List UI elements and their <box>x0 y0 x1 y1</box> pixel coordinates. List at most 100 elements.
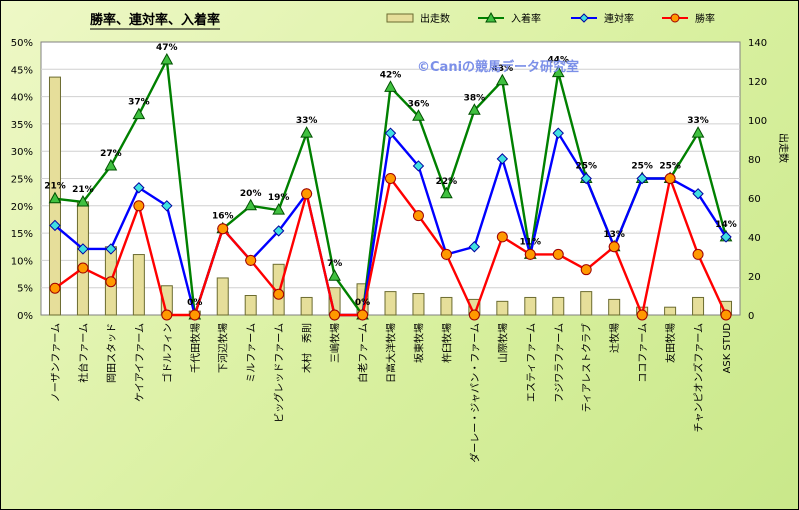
data-label-nyuchaku: 38% <box>464 93 486 103</box>
nyuchaku-point <box>76 194 90 207</box>
shoritsu-point <box>217 223 229 235</box>
data-label-nyuchaku: 27% <box>100 149 122 159</box>
rentai-point <box>412 160 425 172</box>
legend: 出走数 入着率 連対率 勝率 <box>386 11 715 25</box>
nyuchaku-point <box>272 203 286 215</box>
shoritsu-point <box>49 282 61 294</box>
category-label: 辻牧場 <box>608 323 621 353</box>
nyuchaku-point <box>495 73 509 86</box>
data-label-nyuchaku: 25% <box>659 162 681 172</box>
bar-starts <box>524 296 537 316</box>
data-label-nyuchaku: 20% <box>240 189 262 199</box>
nyuchaku-point <box>300 126 313 138</box>
rentai-point <box>49 219 61 232</box>
gridlines <box>41 68 740 289</box>
shoritsu-point <box>692 248 704 260</box>
y-tick-label: 20% <box>11 202 33 213</box>
bar-starts <box>664 306 677 316</box>
rentai-point <box>692 188 704 200</box>
bar-starts <box>580 291 593 316</box>
data-label-nyuchaku: 19% <box>268 193 290 203</box>
shoritsu-point <box>468 309 480 321</box>
category-label: 千代田牧場 <box>189 323 202 373</box>
category-label: ココファーム <box>637 323 649 383</box>
nyuchaku-point <box>160 52 174 65</box>
category-label: ミルファーム <box>246 323 258 383</box>
rentai-point <box>636 172 648 185</box>
nyuchaku-point <box>468 103 481 115</box>
rentai-point <box>272 225 285 237</box>
data-label-nyuchaku: 14% <box>715 220 737 230</box>
rentai-point <box>496 153 509 165</box>
data-label-nyuchaku: 33% <box>296 116 318 126</box>
category-label: ゴドルフィン <box>161 323 174 383</box>
data-label-nyuchaku: 7% <box>327 259 342 269</box>
legend-label-rentai: 連対率 <box>604 12 634 25</box>
shoritsu-point <box>412 210 424 222</box>
bar-starts <box>244 295 257 316</box>
shoritsu-point <box>357 309 369 321</box>
data-label-nyuchaku: 0% <box>187 298 202 308</box>
data-label-nyuchaku: 25% <box>631 162 653 172</box>
shoritsu-point <box>552 248 564 260</box>
category-label: 日高大洋牧場 <box>385 323 398 383</box>
y2-tick-label: 120 <box>748 77 767 88</box>
category-label: ダーレー・ジャパン・ファーム <box>468 323 481 463</box>
y2-tick-label: 60 <box>748 194 761 205</box>
legend-marker-nyuchaku <box>485 11 497 23</box>
chart-title: 勝率、連対率、入着率 <box>90 12 220 28</box>
data-label-nyuchaku: 25% <box>575 162 597 172</box>
data-label-nyuchaku: 33% <box>687 116 709 126</box>
data-label-nyuchaku: 42% <box>380 70 402 80</box>
bar-starts <box>496 300 509 316</box>
legend-marker-rentai <box>579 13 589 23</box>
shoritsu-point <box>189 309 201 321</box>
rentai-point <box>77 243 89 255</box>
rentai-point <box>133 182 145 194</box>
rentai-point <box>384 127 397 139</box>
nyuchaku-point <box>48 191 62 204</box>
category-label: 木村 秀則 <box>301 323 314 373</box>
rentai-point <box>580 172 592 185</box>
category-label: 三嶋牧場 <box>329 323 342 363</box>
shoritsu-point <box>720 309 732 321</box>
shoritsu-point <box>273 288 285 300</box>
category-label: エスティファーム <box>525 323 537 402</box>
category-label: 白老ファーム <box>357 323 370 383</box>
category-label: ノーザンファーム <box>50 323 62 402</box>
category-label: 杵臼牧場 <box>440 323 453 363</box>
category-label: 山際牧場 <box>496 323 509 363</box>
category-label: 坂東牧場 <box>412 323 425 363</box>
category-label: ティアレストクラブ <box>580 323 593 412</box>
bar-starts <box>300 296 313 316</box>
data-label-nyuchaku: 0% <box>355 298 370 308</box>
legend-swatch-starts <box>386 13 414 23</box>
y-tick-label: 25% <box>11 175 33 186</box>
y-tick-label: 15% <box>11 229 33 240</box>
y2-tick-label: 40 <box>748 233 761 244</box>
legend-marker-shoritsu <box>670 13 680 23</box>
data-label-nyuchaku: 13% <box>603 230 625 240</box>
nyuchaku-point <box>328 269 341 281</box>
shoritsu-point <box>580 264 592 276</box>
data-label-nyuchaku: 47% <box>156 43 178 53</box>
y2-tick-label: 80 <box>748 155 761 166</box>
bar-starts <box>132 254 145 316</box>
y-tick-label: 30% <box>11 147 33 158</box>
nyuchaku-point <box>132 107 146 120</box>
y-tick-label: 0% <box>17 311 33 322</box>
legend-label-nyuchaku: 入着率 <box>511 12 541 25</box>
data-label-nyuchaku: 11% <box>520 237 542 247</box>
legend-label-shoritsu: 勝率 <box>695 12 715 25</box>
shoritsu-point <box>329 309 341 321</box>
rentai-point <box>552 127 564 139</box>
rentai-point <box>468 241 481 253</box>
y2-tick-label: 0 <box>748 311 754 322</box>
data-label-nyuchaku: 21% <box>72 185 94 195</box>
category-label: 友田牧場 <box>664 323 677 363</box>
bar-starts <box>76 201 89 316</box>
y-tick-label: 50% <box>11 38 33 49</box>
shoritsu-point <box>105 276 117 288</box>
category-label: 岡田スタッド <box>106 323 118 383</box>
data-label-nyuchaku: 44% <box>547 56 569 66</box>
